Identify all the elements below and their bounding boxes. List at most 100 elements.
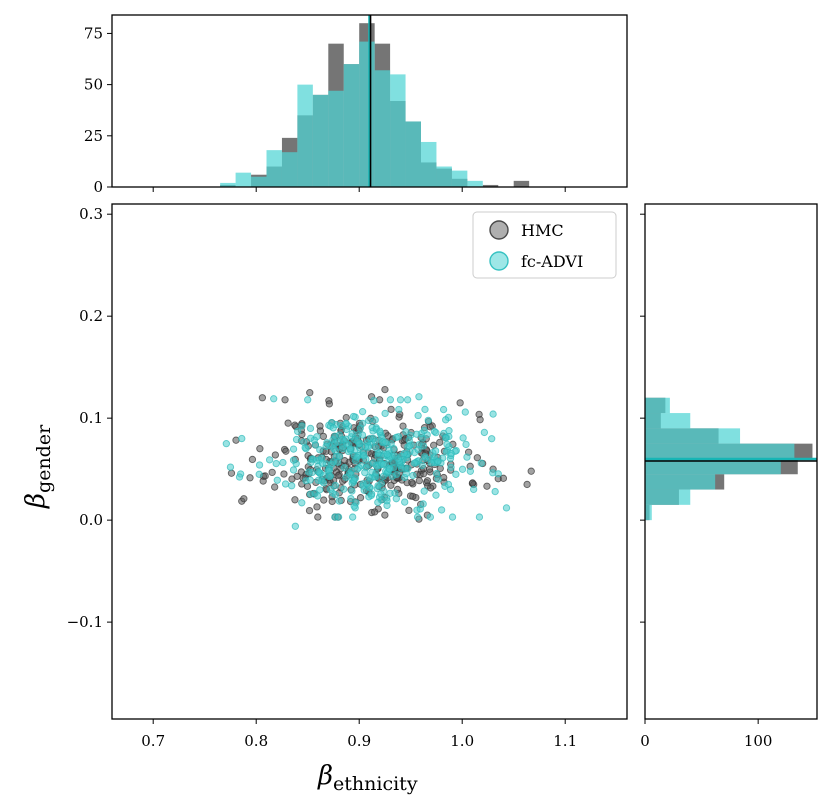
- scatter-point-fcadvi: [420, 426, 428, 435]
- y-axis-subscript: gender: [33, 424, 55, 493]
- scatter-point-hmc: [426, 484, 435, 492]
- scatter-point-fcadvi: [349, 513, 357, 521]
- scatter-point-fcadvi: [226, 463, 235, 471]
- y-tick-label: 50: [84, 76, 103, 94]
- scatter-point-fcadvi: [360, 452, 368, 460]
- scatter-point-fcadvi: [458, 465, 467, 473]
- scatter-point-hmc: [268, 468, 276, 477]
- scatter-point-hmc: [356, 494, 365, 502]
- hist-bar-hmc: [513, 180, 530, 187]
- scatter-point-fcadvi: [488, 435, 496, 443]
- scatter-point-fcadvi: [475, 513, 484, 521]
- scatter-point-fcadvi: [337, 421, 345, 430]
- scatter-point-hmc: [423, 477, 432, 485]
- hist-bar-fcadvi: [235, 172, 252, 187]
- scatter-point-fcadvi: [270, 395, 278, 403]
- y-tick-label: 0.1: [79, 409, 103, 427]
- hist-bar-fcadvi: [645, 504, 652, 521]
- scatter-point-hmc: [523, 480, 531, 489]
- scatter-point-fcadvi: [494, 470, 502, 478]
- scatter-point-fcadvi: [489, 410, 497, 418]
- scatter-point-fcadvi: [462, 440, 470, 449]
- scatter-point-fcadvi: [342, 435, 350, 443]
- scatter-point-fcadvi: [391, 489, 399, 497]
- y-tick-label: 0.2: [79, 307, 103, 325]
- scatter-point-fcadvi: [307, 458, 315, 467]
- scatter-point-fcadvi: [350, 502, 358, 510]
- scatter-point-fcadvi: [377, 490, 385, 498]
- scatter-point-fcadvi: [392, 470, 401, 479]
- scatter-point-fcadvi: [331, 481, 340, 490]
- scatter-point-fcadvi: [372, 469, 380, 477]
- scatter-point-fcadvi: [415, 393, 423, 401]
- scatter-point-hmc: [271, 483, 279, 491]
- scatter-point-fcadvi: [367, 490, 376, 498]
- scatter-point-fcadvi: [316, 446, 324, 454]
- scatter-point-fcadvi: [390, 452, 399, 460]
- scatter-point-fcadvi: [355, 440, 363, 448]
- scatter-point-fcadvi: [304, 396, 312, 404]
- scatter-point-fcadvi: [361, 443, 370, 451]
- scatter-point-fcadvi: [329, 424, 337, 432]
- scatter-point-fcadvi: [374, 482, 382, 490]
- scatter-point-fcadvi: [349, 412, 358, 421]
- scatter-point-hmc: [316, 422, 324, 430]
- scatter-point-fcadvi: [371, 437, 379, 446]
- scatter-point-fcadvi: [306, 434, 315, 442]
- legend-label-fcadvi: fc-ADVI: [521, 252, 583, 271]
- scatter-point-fcadvi: [396, 396, 405, 404]
- hist-bar-fcadvi: [645, 428, 741, 444]
- x-axis-symbol: β: [317, 761, 333, 791]
- scatter-point-fcadvi: [371, 416, 379, 424]
- scatter-point-hmc: [293, 472, 301, 480]
- scatter-point-fcadvi: [306, 490, 315, 498]
- scatter-point-fcadvi: [298, 422, 306, 430]
- scatter-point-fcadvi: [255, 461, 264, 469]
- scatter-point-fcadvi: [326, 472, 334, 480]
- scatter-point-fcadvi: [314, 476, 322, 485]
- hist-bar-fcadvi: [421, 141, 437, 187]
- scatter-point-fcadvi: [413, 513, 422, 521]
- scatter-point-fcadvi: [340, 485, 348, 493]
- x-tick-label: 0: [640, 732, 650, 750]
- x-tick-label: 0.9: [347, 732, 371, 750]
- top-histogram-frame: [111, 14, 628, 188]
- scatter-point-fcadvi: [340, 464, 348, 472]
- scatter-point-fcadvi: [322, 460, 330, 468]
- scatter-point-fcadvi: [397, 464, 406, 473]
- hist-bar-fcadvi: [281, 152, 298, 187]
- scatter-point-fcadvi: [294, 427, 302, 436]
- scatter-point-hmc: [334, 472, 342, 480]
- scatter-point-fcadvi: [365, 416, 373, 425]
- scatter-point-fcadvi: [402, 469, 410, 478]
- scatter-point-fcadvi: [424, 416, 432, 425]
- scatter-point-fcadvi: [348, 429, 356, 438]
- scatter-point-hmc: [387, 481, 395, 489]
- scatter-point-fcadvi: [491, 487, 499, 496]
- scatter-point-hmc: [281, 396, 289, 404]
- scatter-point-hmc: [387, 405, 395, 414]
- scatter-frame: [111, 203, 628, 720]
- scatter-point-hmc: [408, 478, 416, 487]
- scatter-point-fcadvi: [265, 456, 274, 464]
- scatter-point-fcadvi: [442, 416, 450, 424]
- scatter-point-hmc: [405, 506, 413, 515]
- scatter-point-fcadvi: [333, 438, 341, 446]
- scatter-point-fcadvi: [427, 459, 436, 467]
- scatter-point-fcadvi: [342, 425, 351, 434]
- x-tick-label: 0.7: [141, 732, 165, 750]
- y-tick-label: −0.1: [67, 613, 103, 631]
- scatter-point-fcadvi: [238, 434, 246, 443]
- scatter-point-fcadvi: [222, 440, 230, 448]
- scatter-point-fcadvi: [477, 459, 485, 467]
- hist-bar-fcadvi: [405, 121, 421, 187]
- scatter-point-hmc: [476, 416, 484, 424]
- scatter-point-fcadvi: [306, 476, 314, 484]
- scatter-point-fcadvi: [353, 465, 361, 473]
- scatter-point-fcadvi: [370, 396, 378, 405]
- scatter-point-fcadvi: [376, 427, 384, 435]
- x-tick-label: 0.8: [244, 732, 268, 750]
- scatter-point-hmc: [381, 385, 389, 394]
- hist-bar-fcadvi: [645, 474, 716, 490]
